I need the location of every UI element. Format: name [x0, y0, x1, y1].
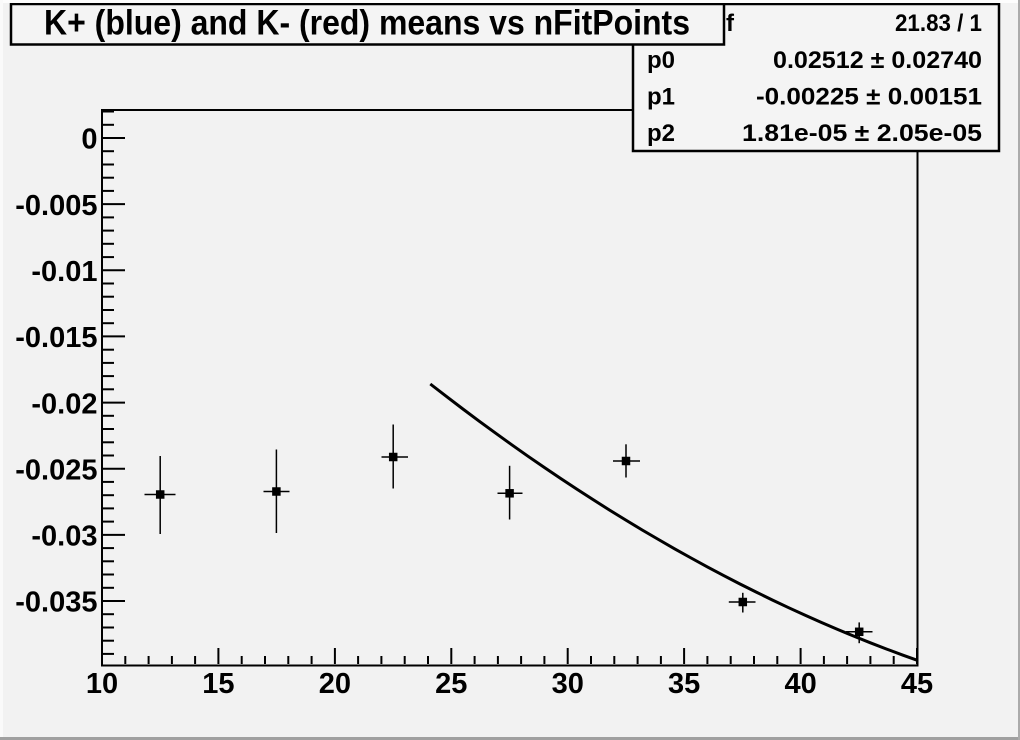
svg-text:0: 0 [81, 124, 97, 156]
svg-text:-0.00225 ± 0.00151: -0.00225 ± 0.00151 [756, 84, 982, 111]
svg-text:p1: p1 [647, 84, 675, 111]
svg-text:-0.02: -0.02 [31, 388, 97, 420]
svg-text:K+ (blue) and K- (red) means v: K+ (blue) and K- (red) means vs nFitPoin… [44, 4, 690, 43]
svg-text:45: 45 [901, 668, 933, 700]
svg-text:-0.03: -0.03 [31, 521, 97, 553]
svg-text:1.81e-05 ± 2.05e-05: 1.81e-05 ± 2.05e-05 [742, 120, 982, 147]
svg-text:40: 40 [784, 668, 816, 700]
svg-text:21.83 / 1: 21.83 / 1 [895, 10, 982, 37]
svg-text:f: f [726, 10, 735, 37]
svg-text:20: 20 [319, 668, 351, 700]
svg-text:-0.015: -0.015 [15, 322, 97, 354]
svg-text:15: 15 [202, 668, 234, 700]
svg-text:30: 30 [552, 668, 584, 700]
svg-text:0.02512 ± 0.02740: 0.02512 ± 0.02740 [773, 47, 982, 74]
svg-text:-0.005: -0.005 [15, 190, 97, 222]
svg-text:p0: p0 [647, 47, 675, 74]
svg-text:-0.01: -0.01 [31, 256, 97, 288]
svg-text:35: 35 [668, 668, 700, 700]
svg-text:10: 10 [86, 668, 118, 700]
svg-text:p2: p2 [647, 120, 675, 147]
svg-text:-0.035: -0.035 [15, 587, 97, 619]
svg-text:25: 25 [435, 668, 467, 700]
svg-text:-0.025: -0.025 [15, 454, 97, 486]
